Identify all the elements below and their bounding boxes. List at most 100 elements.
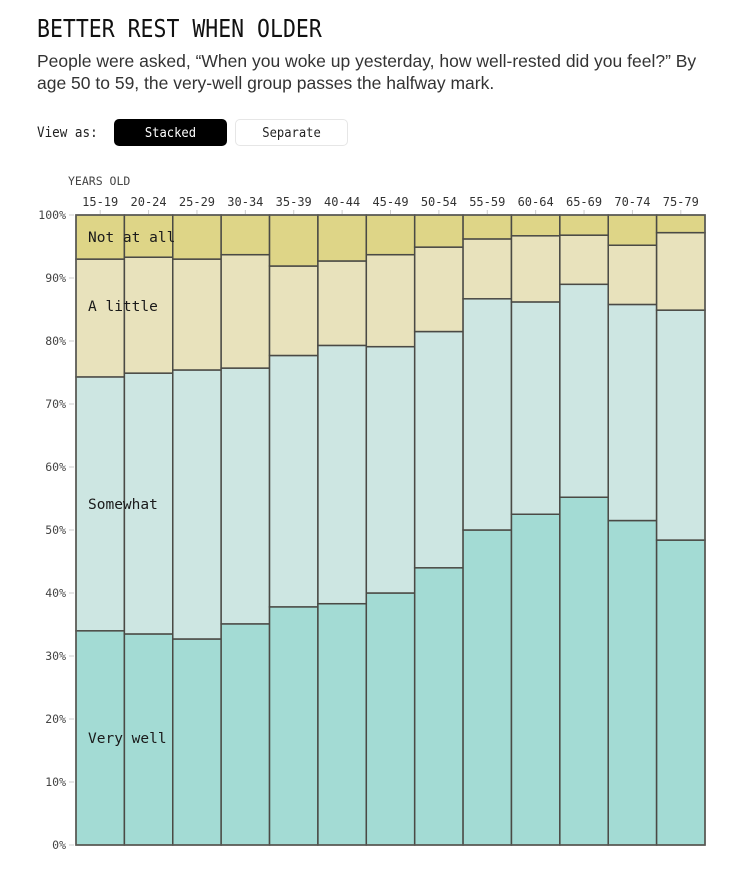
y-axis: 0% 10% 20% 30% 40% 50% 60% 70% 80% 90% 100%	[38, 208, 74, 852]
bar-segment-very-well[interactable]	[268, 606, 319, 846]
y-tick-label: 0%	[52, 838, 66, 852]
bar-column-25-29[interactable]	[172, 214, 222, 846]
bar-segment-a-little[interactable]	[220, 253, 271, 369]
x-tick-label: 20-24	[131, 195, 167, 209]
bar-segment-very-well[interactable]	[559, 496, 609, 846]
bar-segment-very-well[interactable]	[365, 592, 416, 846]
view-as-label: View as:	[37, 124, 98, 141]
x-axis: 15-19 20-24 25-29 30-34 35-39 40-44 45-49 50-54…	[82, 195, 699, 214]
bar-segment-not-at-all[interactable]	[172, 214, 222, 260]
bar-segment-somewhat[interactable]	[172, 369, 222, 640]
bar-segment-somewhat[interactable]	[220, 367, 271, 625]
bar-column-45-49[interactable]	[365, 214, 416, 846]
bar-segment-not-at-all[interactable]	[462, 214, 513, 240]
bar-segment-somewhat[interactable]	[268, 354, 319, 608]
x-tick-label: 65-69	[566, 195, 602, 209]
bar-segment-very-well[interactable]	[172, 638, 222, 846]
bar-column-70-74[interactable]	[607, 214, 658, 846]
bar-segment-somewhat[interactable]	[365, 345, 416, 594]
bar-column-75-79[interactable]	[655, 214, 706, 846]
bar-segment-very-well[interactable]	[607, 519, 658, 846]
stacked-view-button-label: Stacked	[144, 124, 197, 141]
y-tick-label: 50%	[45, 523, 66, 537]
x-tick-label: 75-79	[663, 195, 699, 209]
bar-segment-not-at-all[interactable]	[655, 214, 706, 234]
bar-segment-a-little[interactable]	[413, 246, 464, 333]
bar-segment-a-little[interactable]	[607, 244, 658, 306]
bar-segment-not-at-all[interactable]	[510, 214, 561, 237]
bar-segment-a-little[interactable]	[365, 253, 416, 348]
x-tick-label: 40-44	[324, 195, 360, 209]
series-label-not-at-all: Not at all	[88, 230, 175, 246]
y-tick-label: 100%	[38, 208, 66, 222]
y-tick-label: 20%	[45, 712, 66, 726]
x-tick-label: 50-54	[421, 195, 457, 209]
y-tick-label: 90%	[45, 271, 66, 285]
bar-segment-very-well[interactable]	[462, 529, 513, 846]
bar-segment-somewhat[interactable]	[655, 309, 706, 541]
bar-segment-very-well[interactable]	[413, 567, 464, 846]
bar-column-15-19[interactable]	[75, 214, 126, 846]
bar-segment-not-at-all[interactable]	[268, 214, 319, 267]
bar-segment-somewhat[interactable]	[607, 303, 658, 522]
bar-column-35-39[interactable]	[268, 214, 319, 846]
stacked-view-button[interactable]: Stacked	[114, 119, 227, 146]
separate-view-button-label: Separate	[262, 124, 321, 141]
series-label-a-little: A little	[88, 299, 158, 315]
bar-segment-not-at-all[interactable]	[607, 214, 658, 246]
bar-column-40-44[interactable]	[317, 214, 368, 846]
y-tick-label: 70%	[45, 397, 66, 411]
series-labels: Very well Somewhat A little Not at all	[88, 230, 175, 747]
separate-view-button[interactable]: Separate	[235, 119, 348, 146]
view-toggle: View as: Stacked Separate	[37, 118, 348, 147]
y-tick-label: 60%	[45, 460, 66, 474]
x-tick-label: 25-29	[179, 195, 215, 209]
bar-segment-not-at-all[interactable]	[413, 214, 464, 248]
bar-column-30-34[interactable]	[220, 214, 271, 846]
bar-segment-not-at-all[interactable]	[317, 214, 368, 262]
bar-segment-very-well[interactable]	[510, 513, 561, 846]
y-tick-label: 30%	[45, 649, 66, 663]
x-tick-label: 35-39	[276, 195, 312, 209]
bar-segment-a-little[interactable]	[655, 231, 706, 311]
bar-segment-a-little[interactable]	[559, 234, 609, 286]
chart-subtitle: People were asked, “When you woke up yes…	[37, 51, 697, 93]
bar-segment-a-little[interactable]	[462, 238, 513, 300]
bars	[75, 214, 706, 846]
y-tick-label: 10%	[45, 775, 66, 789]
bar-segment-somewhat[interactable]	[462, 298, 513, 531]
bar-segment-a-little[interactable]	[172, 258, 222, 371]
series-label-somewhat: Somewhat	[88, 497, 158, 513]
x-axis-title: YEARS OLD	[68, 174, 130, 188]
x-tick-label: 45-49	[372, 195, 408, 209]
bar-segment-very-well[interactable]	[317, 602, 368, 846]
bar-segment-a-little[interactable]	[123, 256, 174, 374]
bar-segment-a-little[interactable]	[510, 235, 561, 303]
series-label-very-well: Very well	[88, 731, 167, 747]
chart-title: BETTER REST WHEN OLDER	[37, 14, 322, 43]
bar-segment-not-at-all[interactable]	[559, 214, 609, 236]
x-tick-label: 15-19	[82, 195, 118, 209]
bar-segment-a-little[interactable]	[268, 265, 319, 357]
x-tick-label: 55-59	[469, 195, 505, 209]
bar-column-65-69[interactable]	[559, 214, 609, 846]
bar-segment-somewhat[interactable]	[317, 344, 368, 605]
plot-frame	[75, 214, 706, 846]
bar-segment-very-well[interactable]	[220, 623, 271, 846]
x-tick-label: 60-64	[518, 195, 554, 209]
bar-segment-somewhat[interactable]	[559, 283, 609, 498]
bar-column-50-54[interactable]	[413, 214, 464, 846]
bar-segment-somewhat[interactable]	[123, 372, 174, 635]
bar-segment-somewhat[interactable]	[413, 330, 464, 569]
y-tick-label: 80%	[45, 334, 66, 348]
bar-segment-very-well[interactable]	[655, 539, 706, 846]
bar-column-60-64[interactable]	[510, 214, 561, 846]
bar-column-55-59[interactable]	[462, 214, 513, 846]
bar-segment-not-at-all[interactable]	[365, 214, 416, 256]
bar-segment-a-little[interactable]	[317, 260, 368, 347]
bar-column-20-24[interactable]	[123, 214, 174, 846]
bar-segment-a-little[interactable]	[75, 258, 126, 378]
x-tick-label: 30-34	[227, 195, 263, 209]
bar-segment-not-at-all[interactable]	[220, 214, 271, 256]
bar-segment-somewhat[interactable]	[510, 301, 561, 515]
